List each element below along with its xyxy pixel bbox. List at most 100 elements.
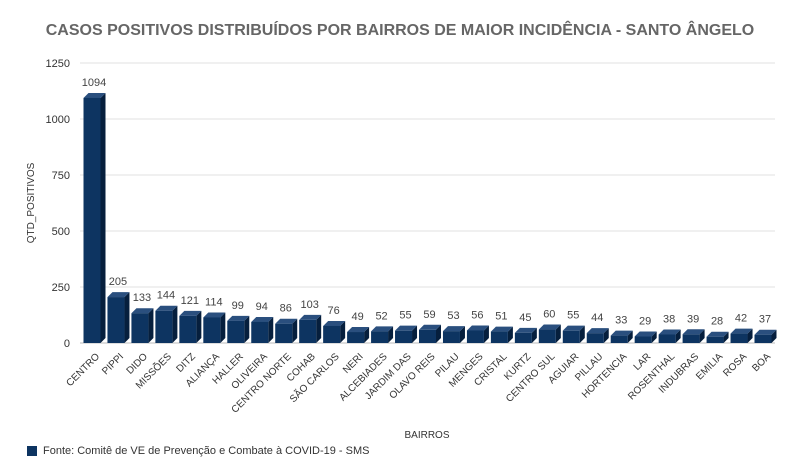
- data-label: 51: [495, 311, 507, 323]
- bar: [227, 320, 245, 343]
- data-label: 76: [328, 305, 340, 317]
- bar-side: [507, 326, 513, 343]
- data-label: 37: [759, 314, 771, 326]
- bar-side: [651, 331, 657, 343]
- bar: [682, 334, 700, 343]
- data-label: 29: [639, 316, 651, 328]
- bar-top: [754, 329, 777, 335]
- bar-side: [747, 328, 753, 343]
- bar-top: [299, 314, 322, 320]
- chart-title: CASOS POSITIVOS DISTRIBUÍDOS POR BAIRROS…: [45, 22, 755, 39]
- data-label: 1094: [82, 77, 106, 89]
- bar-top: [658, 329, 681, 335]
- data-label: 114: [205, 296, 223, 308]
- bar-side: [292, 318, 298, 343]
- bar-top: [562, 325, 585, 331]
- bar: [634, 336, 652, 343]
- bar: [706, 336, 724, 343]
- data-label: 44: [591, 312, 603, 324]
- bar-top: [610, 330, 633, 336]
- bar-top: [419, 324, 441, 330]
- data-label: 39: [687, 313, 699, 325]
- bar: [347, 332, 365, 343]
- bar-top: [371, 326, 394, 332]
- bar: [395, 330, 413, 343]
- bar-side: [364, 327, 370, 343]
- bar-side: [483, 325, 489, 343]
- bar: [323, 325, 341, 343]
- bar: [466, 330, 484, 343]
- bar: [754, 334, 772, 343]
- data-label: 33: [615, 315, 627, 327]
- bar-side: [699, 329, 705, 343]
- bar-top: [323, 320, 346, 326]
- bar: [586, 333, 604, 343]
- bar: [179, 315, 197, 343]
- bar-top: [275, 318, 298, 324]
- bar: [299, 319, 317, 343]
- x-tick-label: BOA: [750, 351, 773, 374]
- bar-side: [412, 325, 418, 343]
- bar: [203, 317, 221, 343]
- bar-side: [316, 314, 322, 343]
- bar-side: [436, 324, 441, 343]
- bar-side: [603, 328, 609, 343]
- bar-side: [244, 315, 250, 343]
- bar-side: [100, 92, 106, 343]
- data-label: 59: [423, 309, 435, 321]
- bar-side: [220, 312, 226, 343]
- bar-side: [723, 331, 729, 343]
- bar-top: [347, 327, 370, 333]
- y-tick-label: 0: [64, 338, 70, 350]
- bar-side: [675, 329, 681, 343]
- bar: [275, 323, 293, 343]
- bar: [419, 329, 436, 343]
- bar-top: [634, 331, 657, 337]
- bar: [538, 329, 556, 343]
- bar-side: [579, 325, 585, 343]
- bar: [442, 331, 460, 343]
- bar-side: [340, 320, 346, 343]
- bar: [562, 330, 580, 343]
- data-label: 94: [256, 301, 268, 313]
- bar-top: [682, 329, 705, 335]
- bar-top: [538, 324, 561, 330]
- bar-side: [771, 329, 777, 343]
- bar-side: [124, 292, 130, 343]
- data-label: 56: [471, 309, 483, 321]
- x-tick-label: CENTRO: [64, 351, 102, 389]
- bar: [658, 334, 676, 343]
- data-label: 53: [447, 310, 459, 322]
- y-tick-label: 250: [52, 282, 70, 294]
- bar-top: [131, 308, 154, 314]
- data-label: 99: [232, 300, 244, 312]
- data-label: 38: [663, 313, 675, 325]
- bar-top: [442, 326, 465, 332]
- bar-top: [227, 315, 250, 321]
- data-label: 28: [711, 316, 723, 328]
- bar-side: [627, 330, 633, 343]
- bar-top: [706, 331, 729, 337]
- x-tick-label: ROSA: [721, 351, 749, 379]
- bar: [131, 313, 149, 343]
- x-tick-label: EMILIA: [694, 351, 725, 382]
- data-label: 103: [300, 299, 318, 311]
- x-axis-label: BAIRROS: [404, 430, 449, 441]
- bar: [83, 97, 101, 343]
- bar-top: [179, 310, 202, 316]
- bar-top: [466, 325, 489, 331]
- bar-side: [388, 326, 394, 343]
- y-axis-label: QTD_POSITIVOS: [26, 162, 37, 243]
- bar-top: [395, 325, 418, 331]
- legend-swatch: [27, 446, 37, 456]
- data-label: 55: [399, 310, 411, 322]
- y-tick-label: 500: [52, 226, 70, 238]
- bar: [514, 332, 532, 343]
- data-label: 55: [567, 310, 579, 322]
- bar-top: [251, 316, 274, 322]
- bar-side: [459, 326, 465, 343]
- bar-top: [514, 327, 537, 333]
- y-tick-label: 1250: [46, 58, 70, 70]
